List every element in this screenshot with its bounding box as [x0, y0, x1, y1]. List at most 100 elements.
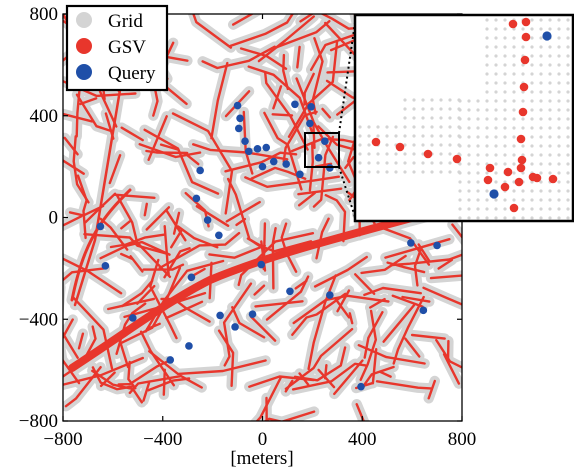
- inset-grid-dot: [458, 198, 462, 202]
- inset-gsv-point: [485, 163, 495, 173]
- inset-grid-dot: [485, 63, 489, 67]
- inset-grid-dot: [494, 162, 498, 166]
- inset-grid-dot: [548, 171, 552, 175]
- gsv-street: [99, 217, 129, 251]
- inset-grid-dot: [557, 180, 561, 184]
- inset-gsv-point: [521, 17, 531, 27]
- inset-grid-dot: [448, 125, 452, 129]
- inset-grid-dot: [566, 153, 570, 157]
- inset-grid-dot: [476, 117, 480, 121]
- inset-grid-dot: [358, 152, 362, 156]
- gsv-street: [160, 297, 211, 323]
- inset-gsv-point: [500, 182, 510, 192]
- y-tick-label: 800: [30, 4, 59, 25]
- gsv-street: [118, 340, 130, 369]
- inset-grid-dot: [358, 161, 362, 165]
- inset-grid-dot: [448, 134, 452, 138]
- inset-grid-dot: [521, 189, 525, 193]
- gsv-street: [138, 143, 202, 159]
- query-point: [326, 291, 334, 299]
- inset-grid-dot: [557, 72, 561, 76]
- legend-query-label: Query: [108, 63, 156, 84]
- gsv-street: [104, 112, 115, 140]
- inset-grid-dot: [494, 45, 498, 49]
- query-point: [314, 153, 323, 162]
- inset-gsv-point: [514, 177, 524, 187]
- inset-grid-dot: [530, 153, 534, 157]
- gsv-street: [280, 222, 298, 273]
- gsv-street: [427, 379, 436, 400]
- gsv-street: [222, 282, 253, 367]
- gsv-street: [247, 65, 314, 133]
- inset-grid-dot: [458, 180, 462, 184]
- inset-grid-dot: [467, 135, 471, 139]
- inset-grid-dot: [448, 161, 452, 165]
- inset-grid-dot: [539, 63, 543, 67]
- y-tick-label: 0: [49, 208, 59, 229]
- inset-grid-dot: [412, 107, 416, 111]
- gsv-street: [108, 154, 122, 185]
- gsv-street: [298, 372, 310, 386]
- query-point: [185, 342, 193, 350]
- inset-gsv-point: [548, 174, 558, 184]
- inset-grid-dot: [557, 18, 561, 22]
- inset-grid-dot: [503, 45, 507, 49]
- inset-grid-dot: [476, 207, 480, 211]
- inset-grid-dot: [476, 153, 480, 157]
- inset-grid-dot: [494, 198, 498, 202]
- gsv-street: [208, 261, 213, 300]
- inset-grid-dot: [485, 99, 489, 103]
- inset-gsv-point: [395, 142, 405, 152]
- inset-grid-dot: [367, 134, 371, 138]
- inset-grid-dot: [530, 216, 534, 220]
- inset-grid-dot: [503, 81, 507, 85]
- gsv-street: [334, 298, 351, 319]
- gsv-street: [324, 194, 347, 243]
- gsv-street: [229, 14, 294, 48]
- inset-grid-dot: [430, 98, 434, 102]
- inset-grid-dot: [557, 90, 561, 94]
- inset-grid-dot: [403, 134, 407, 138]
- inset-grid-dot: [394, 170, 398, 174]
- gsv-street: [117, 360, 169, 386]
- gsv-street: [146, 322, 161, 331]
- inset-grid-dot: [512, 135, 516, 139]
- inset-grid-dot: [439, 170, 443, 174]
- inset-grid-dot: [412, 170, 416, 174]
- inset-grid-dot: [566, 99, 570, 103]
- inset-grid-dot: [467, 180, 471, 184]
- gsv-street: [142, 263, 185, 271]
- inset-grid-points: [358, 18, 570, 220]
- inset-grid-dot: [530, 207, 534, 211]
- inset-grid-dot: [485, 90, 489, 94]
- gsv-street: [263, 410, 316, 421]
- inset-grid-dot: [512, 54, 516, 58]
- inset-grid-dot: [485, 54, 489, 58]
- inset-grid-dot: [412, 116, 416, 120]
- gsv-street: [75, 93, 112, 132]
- legend: Grid GSV Query: [65, 4, 169, 92]
- inset-grid-dot: [503, 36, 507, 40]
- inset-grid-dot: [403, 143, 407, 147]
- inset-grid-dot: [430, 125, 434, 129]
- gsv-street: [378, 370, 392, 378]
- inset-gsv-point: [483, 175, 493, 185]
- inset-grid-dot: [494, 36, 498, 40]
- inset-grid-dot: [512, 216, 516, 220]
- inset-grid-dot: [476, 171, 480, 175]
- inset-grid-dot: [494, 81, 498, 85]
- inset-grid-dot: [566, 117, 570, 121]
- x-axis-label: [meters]: [230, 448, 293, 469]
- inset-grid-dot: [494, 27, 498, 31]
- inset-grid-dot: [503, 207, 507, 211]
- inset-grid-dot: [503, 90, 507, 94]
- inset-grid-dot: [539, 171, 543, 175]
- gsv-street: [391, 294, 424, 308]
- inset-grid-dot: [457, 170, 461, 174]
- inset-grid-dot: [476, 216, 480, 220]
- inset-grid-dot: [557, 207, 561, 211]
- gsv-street: [404, 337, 421, 358]
- inset-grid-dot: [557, 198, 561, 202]
- gsv-street: [120, 266, 182, 344]
- query-point: [321, 137, 329, 145]
